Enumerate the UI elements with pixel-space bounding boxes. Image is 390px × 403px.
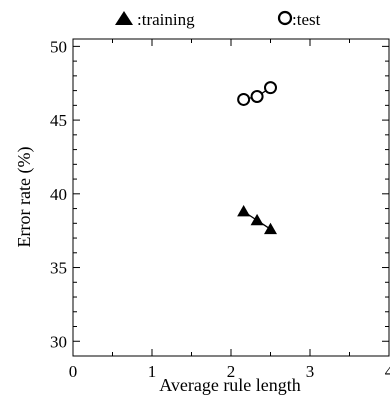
plot-frame [72, 38, 390, 357]
training-point-marker [237, 205, 251, 217]
legend-training-triangle-icon [115, 11, 133, 25]
x-axis-ticks [72, 39, 390, 356]
test-point-marker [237, 92, 251, 106]
x-tick-label: 3 [306, 362, 315, 381]
legend: :training :test [115, 10, 321, 29]
y-axis-tick-labels: 30 35 40 45 50 [50, 37, 67, 351]
series-training [237, 205, 277, 235]
training-point-marker [250, 213, 264, 226]
series-layer [237, 81, 277, 235]
y-tick-label: 35 [50, 259, 67, 278]
x-tick-label: 0 [69, 362, 78, 381]
x-tick-label: 4 [385, 362, 390, 381]
x-tick-label: 1 [148, 362, 157, 381]
legend-test-circle-icon [277, 10, 293, 26]
y-axis-title: Error rate (%) [14, 147, 35, 248]
series-test [237, 81, 277, 106]
legend-training-label: :training [137, 10, 195, 29]
y-tick-label: 40 [50, 185, 67, 204]
y-tick-label: 30 [50, 332, 67, 351]
y-axis-ticks [73, 45, 389, 342]
x-axis-title: Average rule length [159, 375, 301, 395]
x-tick-label: 2 [227, 362, 236, 381]
training-point-marker [264, 222, 277, 235]
y-tick-label: 45 [50, 111, 67, 130]
test-point-marker [250, 90, 264, 104]
x-axis-tick-labels: 0 1 2 3 4 [69, 362, 390, 381]
test-point-marker [264, 81, 277, 95]
legend-test-label: :test [292, 10, 321, 29]
y-tick-label: 50 [50, 37, 67, 56]
